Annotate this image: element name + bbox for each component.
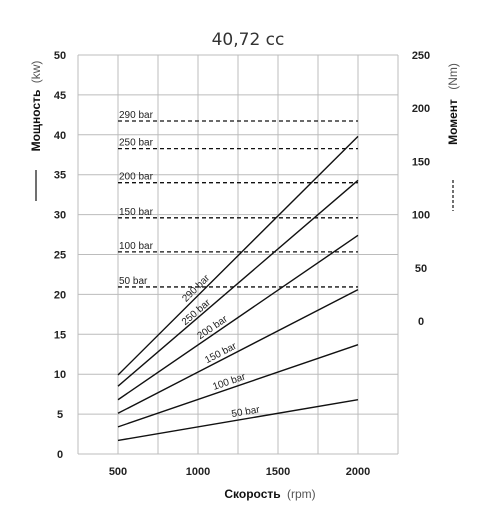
y-left-tick-label: 15 (54, 329, 66, 341)
y-left-tick-label: 10 (54, 369, 66, 381)
torque-line-label: 200 bar (119, 172, 154, 183)
chart-title: 40,72 cc (212, 30, 285, 50)
torque-line-label: 290 bar (119, 110, 154, 121)
power-line (117, 344, 359, 428)
y-left-tick-label: 20 (54, 289, 66, 301)
svg-text:Момент (Nm): Момент (Nm) (446, 63, 460, 145)
power-line-label: 200 bar (195, 313, 230, 342)
right-axis-label: Момент (Nm) (446, 63, 460, 145)
y-left-tick-label: 5 (57, 409, 63, 421)
power-line (117, 179, 359, 387)
y-left-tick-label: 30 (54, 210, 66, 222)
torque-line-label: 50 bar (119, 276, 148, 287)
x-tick-label: 500 (109, 466, 127, 478)
power-line (117, 135, 359, 376)
y-left-tick-label: 35 (54, 170, 66, 182)
x-axis-title: Скорость (224, 487, 280, 501)
power-line (117, 288, 359, 414)
y-right-tick-label: 0 (418, 316, 424, 328)
x-axis-label: Скорость (rpm) (224, 487, 315, 501)
power-line (117, 399, 359, 442)
y-left-tick-label: 50 (54, 50, 66, 62)
power-line-label: 290 bar (180, 272, 212, 304)
right-axis-title: Момент (446, 99, 460, 145)
left-axis-label: Мощность (kw) (29, 61, 43, 152)
x-tick-label: 2000 (346, 466, 370, 478)
y-left-tick-label: 45 (54, 90, 66, 102)
y-left-tick-label: 0 (57, 449, 63, 461)
x-tick-label: 1500 (266, 466, 290, 478)
right-axis-unit: (Nm) (446, 63, 460, 90)
torque-line-label: 100 bar (119, 241, 154, 252)
y-right-tick-label: 200 (412, 103, 430, 115)
y-right-tick-label: 100 (412, 210, 430, 222)
x-axis-unit: (rpm) (287, 487, 316, 501)
grid (77, 54, 399, 455)
y-left-tick-label: 25 (54, 250, 66, 262)
y-left-tick-label: 40 (54, 130, 66, 142)
y-right-tick-label: 250 (412, 50, 430, 62)
torque-line-label: 150 bar (119, 207, 154, 218)
torque-series-group: 290 bar 250 bar 200 bar 150 bar 100 bar 50 ba… (118, 110, 358, 288)
x-tick-label: 1000 (186, 466, 210, 478)
left-axis-title: Мощность (29, 90, 43, 152)
svg-text:Мощность (kw): Мощность (kw) (29, 61, 43, 152)
y-right-tick-label: 50 (415, 263, 427, 275)
y-right-tick-label: 150 (412, 156, 430, 168)
torque-line-label: 250 bar (119, 138, 154, 149)
power-line (117, 234, 359, 401)
left-axis-unit: (kw) (29, 61, 43, 84)
power-line-label: 50 bar (231, 404, 261, 420)
